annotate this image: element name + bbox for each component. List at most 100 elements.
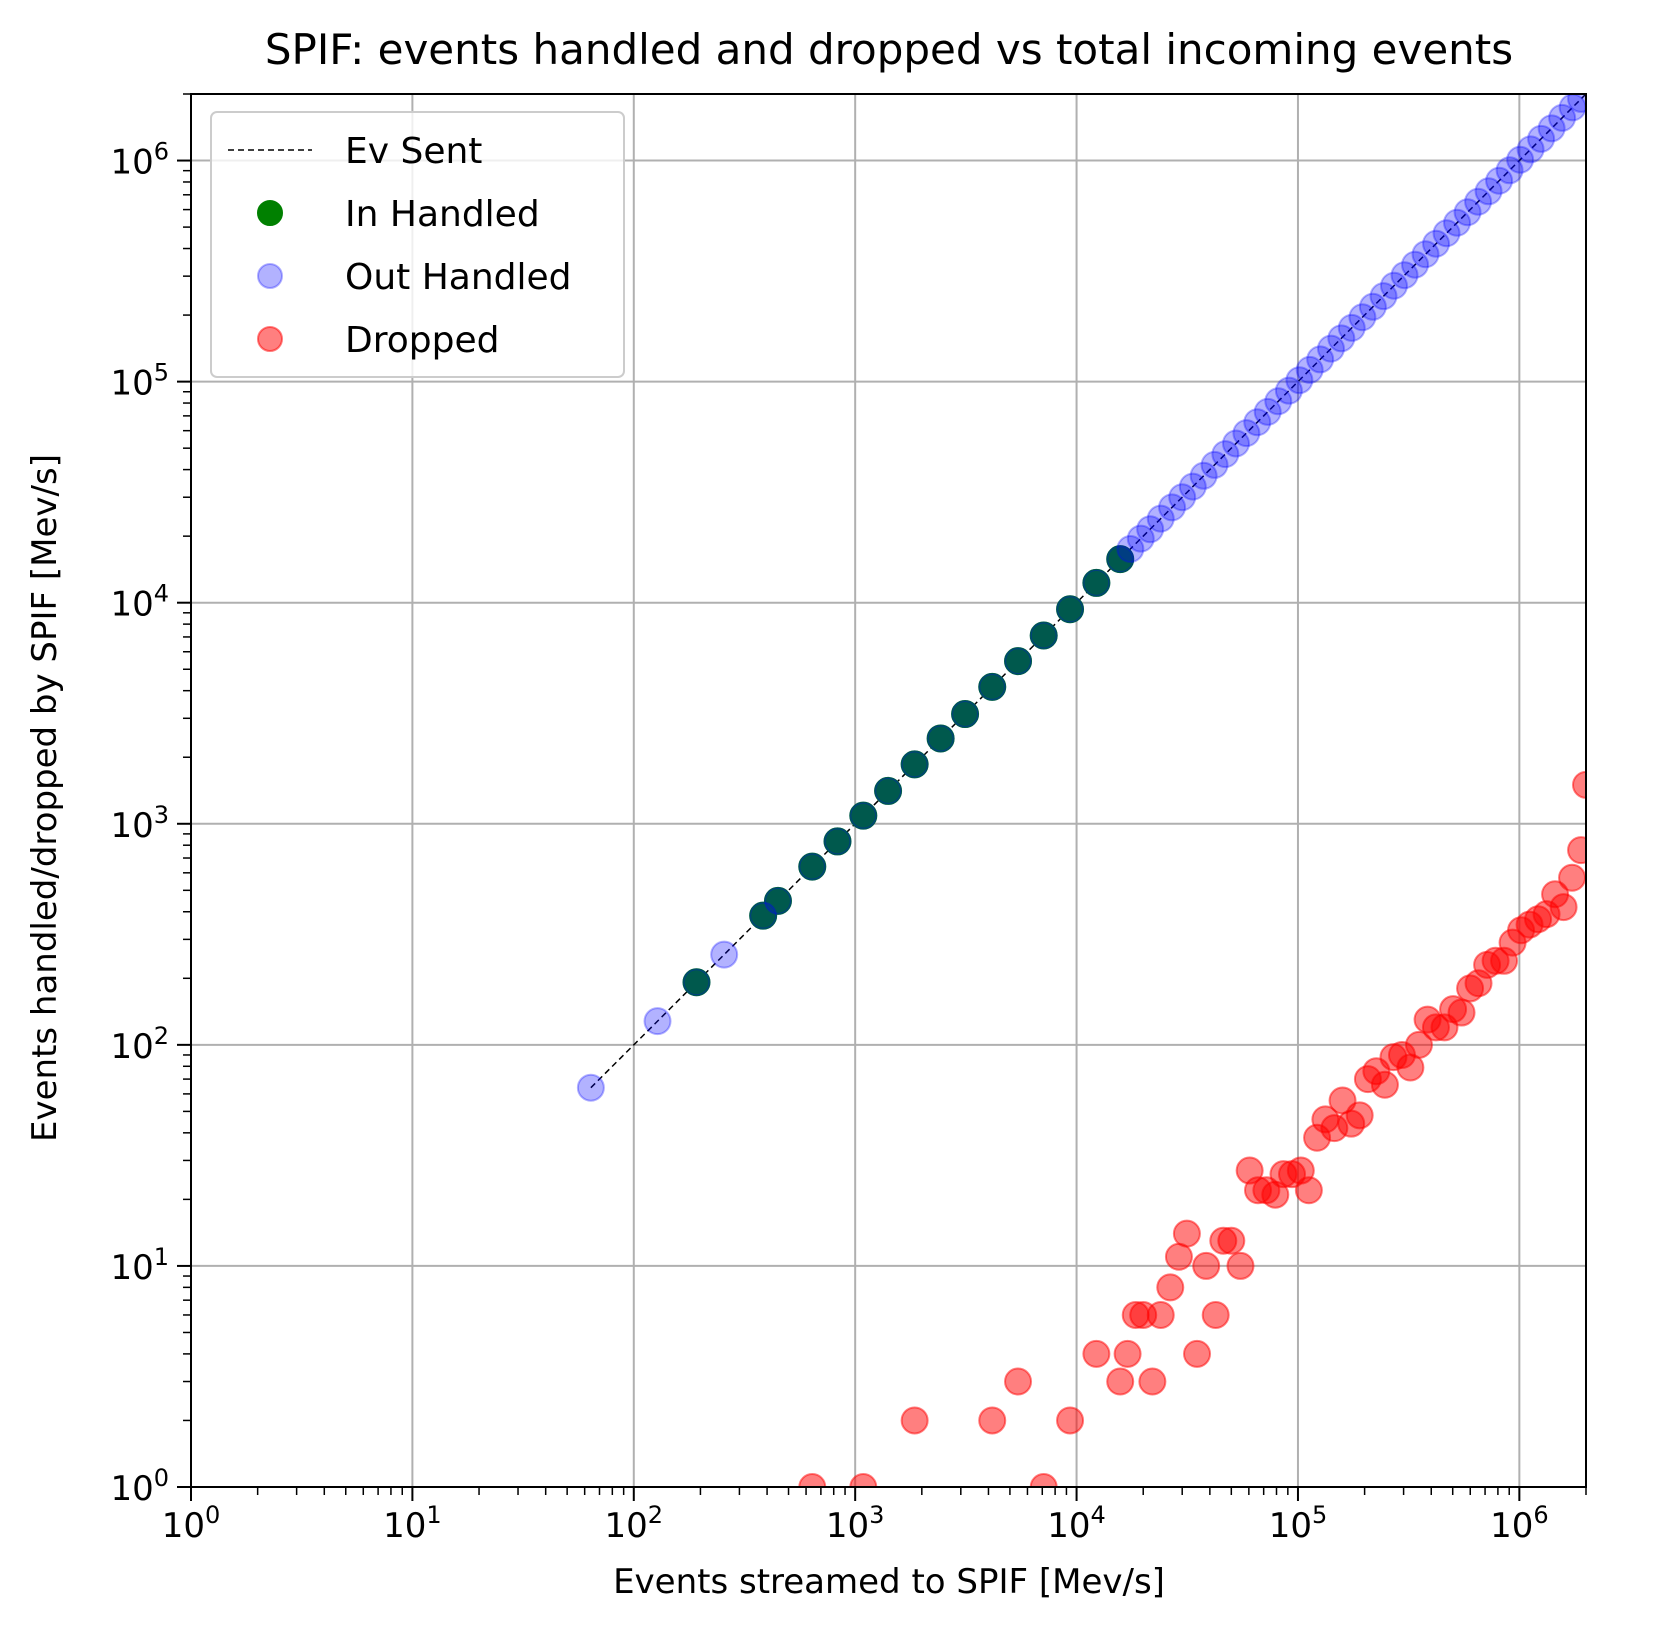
out-handled-point [1567, 94, 1586, 113]
y-tick-base: 10 [110, 1248, 153, 1288]
dropped-point [1370, 1070, 1399, 1099]
dropped-point [1549, 893, 1578, 922]
out-handled-point [1222, 429, 1251, 458]
out-handled-point [643, 1007, 672, 1036]
in-handled-point [849, 801, 878, 830]
dropped-point [1138, 1367, 1167, 1396]
out-handled-point [1126, 524, 1155, 553]
in-handled-point [1106, 545, 1135, 574]
dropped-point [1156, 1273, 1185, 1302]
out-handled-point [1348, 303, 1377, 332]
x-tick-base: 10 [1490, 1506, 1533, 1546]
y-tick-exponent: 1 [154, 1243, 169, 1271]
series-dropped [798, 770, 1586, 1487]
out-handled-point [1495, 156, 1524, 185]
x-tick-label: 105 [1269, 1501, 1328, 1546]
y-tick-base: 10 [110, 143, 153, 183]
dropped-point [1345, 1101, 1374, 1130]
out-handled-point [710, 940, 739, 969]
out-handled-point [1411, 240, 1440, 269]
out-handled-point [1136, 515, 1165, 544]
out-handled-point [1327, 324, 1356, 353]
x-tick-label: 101 [383, 1501, 442, 1546]
dropped-point [1172, 1219, 1201, 1248]
y-tick-label: 104 [110, 580, 169, 625]
out-handled-point [1422, 229, 1451, 258]
x-tick-label: 100 [162, 1501, 221, 1546]
y-tick-label: 101 [110, 1243, 169, 1288]
x-tick-base: 10 [383, 1506, 426, 1546]
out-handled-point [1264, 387, 1293, 416]
y-tick-label: 102 [110, 1022, 169, 1067]
in-handled-point [951, 700, 980, 729]
out-handled-point [1516, 135, 1545, 164]
series-in-handled [682, 545, 1135, 997]
dropped-point [1201, 1300, 1230, 1329]
dropped-point [1004, 1367, 1033, 1396]
dropped-point [1226, 1251, 1255, 1280]
in-handled-point [1056, 595, 1085, 624]
out-handled-point [926, 724, 955, 753]
x-tick-exponent: 1 [426, 1501, 441, 1529]
out-handled-point [1506, 145, 1535, 174]
out-handled-point [749, 901, 778, 930]
y-tick-exponent: 3 [154, 801, 169, 829]
plot-area [576, 94, 1586, 1487]
out-handled-point [1306, 345, 1335, 374]
dropped-point [900, 1406, 929, 1435]
x-tick-label: 103 [826, 1501, 885, 1546]
y-tick-exponent: 2 [154, 1022, 169, 1050]
in-handled-point [926, 724, 955, 753]
y-tick-base: 10 [110, 1027, 153, 1067]
out-handled-point [978, 672, 1007, 701]
dropped-point [1106, 1367, 1135, 1396]
out-handled-point [682, 968, 711, 997]
out-handled-point [951, 700, 980, 729]
in-handled-point [798, 852, 827, 881]
minor-ticks [183, 93, 1587, 1495]
x-tick-base: 10 [826, 1506, 869, 1546]
x-tick-base: 10 [1047, 1506, 1090, 1546]
legend-marker-out-handled [257, 263, 283, 289]
series-out-handled [576, 94, 1586, 1102]
legend-label-out-handled: Out Handled [345, 257, 572, 298]
x-tick-base: 10 [162, 1506, 205, 1546]
x-tick-base: 10 [1269, 1506, 1312, 1546]
out-handled-point [1056, 595, 1085, 624]
out-handled-point [1168, 483, 1197, 512]
in-handled-point [874, 776, 903, 805]
dropped-point [1217, 1226, 1246, 1255]
in-handled-point [900, 750, 929, 779]
out-handled-point [1295, 355, 1324, 384]
out-handled-point [1337, 313, 1366, 342]
x-tick-exponent: 4 [1091, 1501, 1106, 1529]
in-handled-point [682, 968, 711, 997]
out-handled-point [823, 827, 852, 856]
out-handled-point [1316, 334, 1345, 363]
y-tick-label: 103 [110, 801, 169, 846]
x-axis-label: Events streamed to SPIF [Mev/s] [613, 1562, 1165, 1602]
legend-label-ev-sent: Ev Sent [345, 131, 482, 172]
y-tick-exponent: 6 [154, 138, 169, 166]
out-handled-point [849, 801, 878, 830]
dropped-point [1567, 836, 1586, 865]
out-handled-point [1146, 504, 1175, 533]
dropped-point [1056, 1406, 1085, 1435]
dropped-point [1294, 1176, 1323, 1205]
in-handled-point [1082, 568, 1111, 597]
x-tick-label: 102 [605, 1501, 664, 1546]
out-handled-point [1189, 461, 1218, 490]
out-handled-point [1200, 450, 1229, 479]
out-handled-point [1004, 647, 1033, 676]
out-handled-point [1453, 198, 1482, 227]
x-tick-exponent: 3 [869, 1501, 884, 1529]
out-handled-point [1474, 177, 1503, 206]
x-tick-label: 106 [1490, 1501, 1549, 1546]
out-handled-point [1432, 219, 1461, 248]
dropped-point [1164, 1242, 1193, 1271]
out-handled-point [1358, 292, 1387, 321]
y-tick-exponent: 5 [154, 359, 169, 387]
legend-marker-dropped [257, 326, 283, 352]
